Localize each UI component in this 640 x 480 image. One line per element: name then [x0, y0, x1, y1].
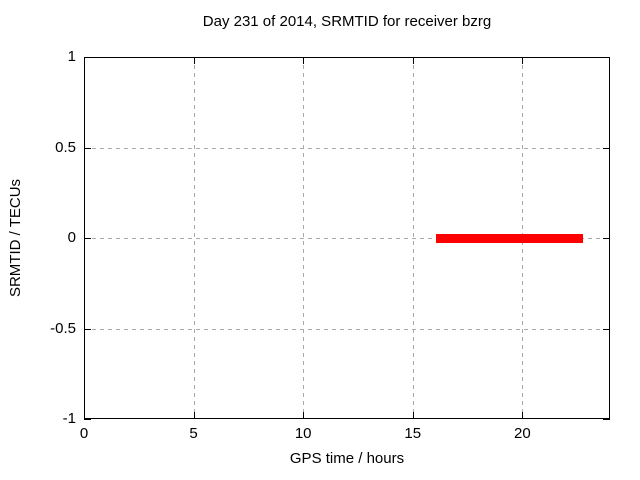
y-tick-left-0 — [84, 238, 91, 239]
gridline-y--0.5 — [84, 328, 610, 330]
chart-title: Day 231 of 2014, SRMTID for receiver bzr… — [202, 13, 492, 30]
x-tick-top-5 — [193, 57, 195, 64]
y-tick-label--1: -1 — [62, 410, 76, 427]
y-tick-left--1 — [84, 419, 91, 420]
x-tick-bottom-5 — [193, 412, 195, 419]
y-tick-label--0.5: -0.5 — [50, 319, 76, 337]
y-tick-left--0.5 — [84, 328, 91, 330]
x-tick-label-15: 15 — [404, 425, 422, 442]
x-tick-top-10 — [303, 57, 305, 64]
x-tick-bottom-20 — [522, 412, 524, 419]
x-tick-top-0 — [84, 57, 85, 64]
x-tick-top-15 — [412, 57, 414, 64]
y-tick-left-0.5 — [84, 147, 91, 149]
y-tick-right-1 — [603, 57, 610, 58]
y-axis-label: SRMTID / TECUs — [7, 178, 24, 298]
x-tick-bottom-15 — [412, 412, 414, 419]
x-tick-bottom-10 — [303, 412, 305, 419]
y-tick-label-0.5: 0.5 — [55, 138, 76, 156]
y-tick-right--1 — [603, 419, 610, 420]
series-srmtid-segment-0 — [435, 233, 584, 243]
x-tick-label-5: 5 — [189, 425, 198, 442]
y-tick-right--0.5 — [603, 328, 610, 330]
x-axis-label: GPS time / hours — [289, 450, 405, 467]
gridline-y-0 — [84, 238, 610, 239]
gridline-y-0.5 — [84, 147, 610, 149]
x-tick-label-10: 10 — [294, 425, 312, 442]
y-tick-label-1: 1 — [67, 48, 76, 65]
y-tick-left-1 — [84, 57, 91, 58]
x-tick-label-20: 20 — [513, 425, 531, 442]
x-tick-label-0: 0 — [79, 425, 89, 442]
x-tick-top-20 — [522, 57, 524, 64]
y-tick-right-0.5 — [603, 147, 610, 149]
y-tick-label-0: 0 — [67, 229, 76, 246]
y-tick-right-0 — [603, 238, 610, 239]
x-tick-bottom-0 — [84, 412, 85, 419]
